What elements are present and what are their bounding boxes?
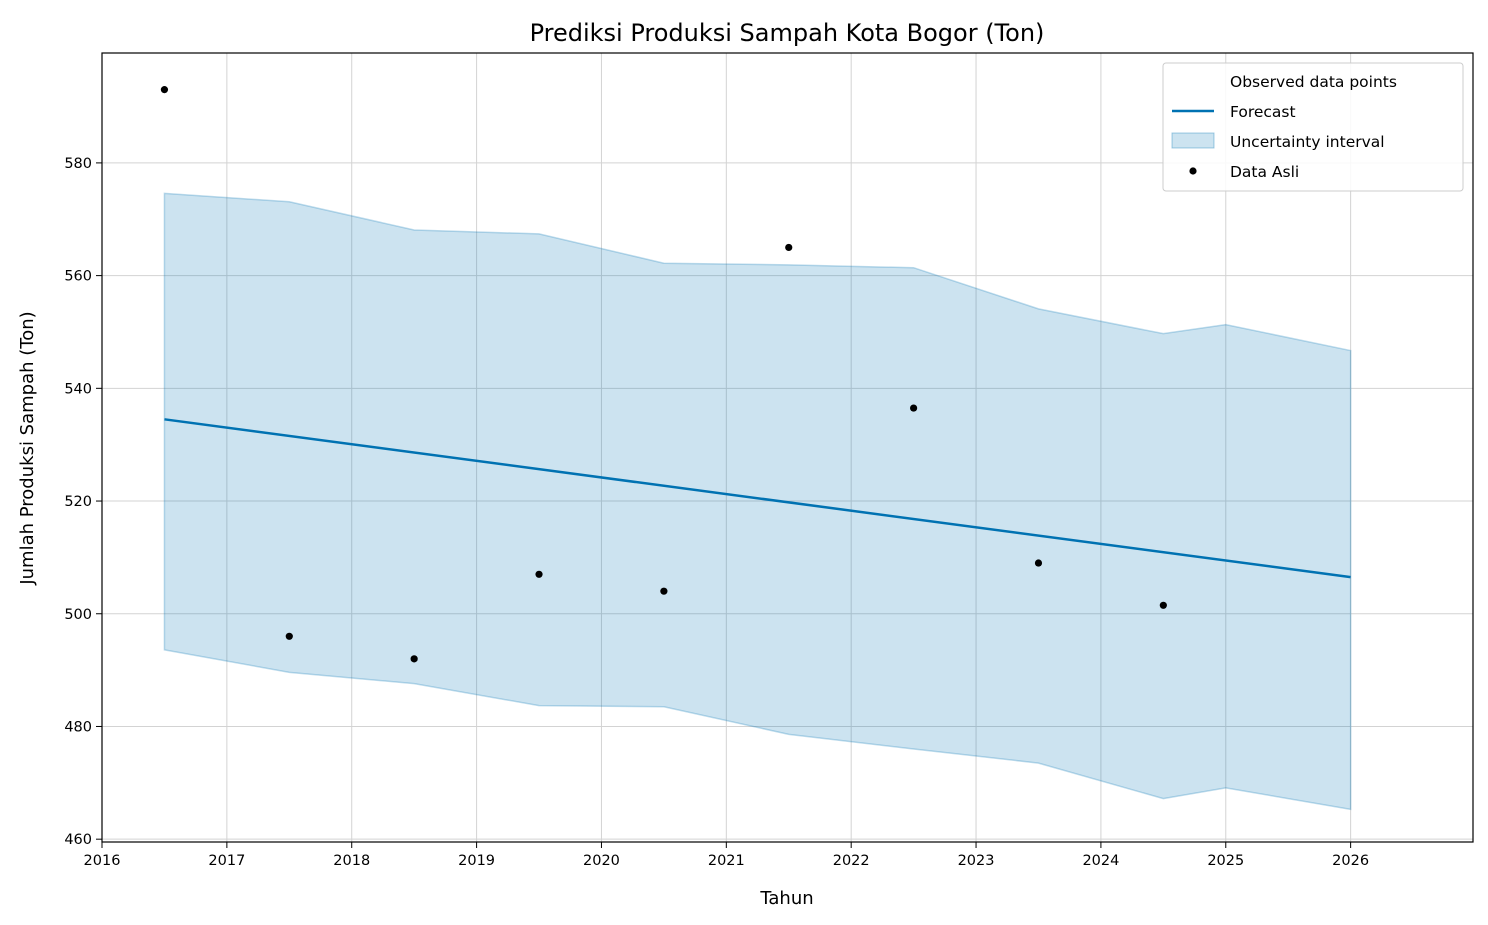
data-point — [910, 404, 918, 412]
y-axis-label: Jumlah Produksi Sampah (Ton) — [17, 311, 38, 585]
data-point — [660, 587, 668, 595]
y-tick-label: 460 — [64, 832, 92, 848]
x-tick-label: 2020 — [583, 853, 620, 869]
x-tick-label: 2019 — [458, 853, 495, 869]
y-axis-ticks: 460 480 500 520 540 560 580 — [64, 156, 102, 848]
legend-box — [1162, 62, 1464, 192]
data-point — [1034, 559, 1043, 567]
legend-data-asli-marker — [1189, 167, 1197, 175]
x-tick-label: 2017 — [208, 853, 245, 869]
forecast-line-layer — [164, 418, 1351, 579]
data-points-layer — [160, 86, 1167, 663]
x-tick-label: 2024 — [1082, 853, 1119, 869]
y-tick-label: 580 — [64, 156, 92, 172]
x-tick-label: 2021 — [708, 853, 745, 869]
plot-frame — [101, 52, 1474, 843]
x-tick-label: 2018 — [333, 853, 370, 869]
legend-label-observed: Observed data points — [1230, 73, 1397, 91]
y-tick-label: 540 — [64, 381, 92, 397]
uncertainty-band-layer — [163, 192, 1352, 811]
legend-label-data-asli: Data Asli — [1230, 163, 1299, 181]
x-tick-label: 2016 — [84, 853, 121, 869]
legend-label-uncertainty: Uncertainty interval — [1230, 133, 1385, 151]
data-point — [410, 655, 418, 663]
legend-label-forecast: Forecast — [1230, 103, 1296, 121]
x-tick-label: 2025 — [1207, 853, 1244, 869]
x-axis-ticks: 2016 2017 2018 2019 2020 2021 2022 2023 2024 2025… — [84, 842, 1369, 869]
data-point — [535, 570, 543, 578]
legend: Observed data points Forecast Uncertaint… — [1162, 62, 1464, 192]
x-tick-label: 2023 — [958, 853, 995, 869]
data-point — [285, 632, 293, 640]
data-point — [160, 86, 169, 94]
forecast-line — [164, 418, 1351, 579]
legend-uncertainty-swatch — [1171, 132, 1215, 149]
data-point — [785, 243, 793, 252]
uncertainty-band — [163, 192, 1352, 811]
y-tick-label: 560 — [64, 269, 92, 285]
chart-title: Prediksi Produksi Sampah Kota Bogor (Ton… — [530, 19, 1045, 47]
data-point — [1159, 601, 1167, 609]
y-tick-label: 520 — [64, 494, 92, 510]
x-tick-label: 2022 — [833, 853, 870, 869]
x-tick-label: 2026 — [1332, 853, 1369, 869]
y-tick-label: 480 — [64, 719, 92, 735]
x-axis-label: Tahun — [759, 888, 813, 909]
y-tick-label: 500 — [64, 607, 92, 623]
